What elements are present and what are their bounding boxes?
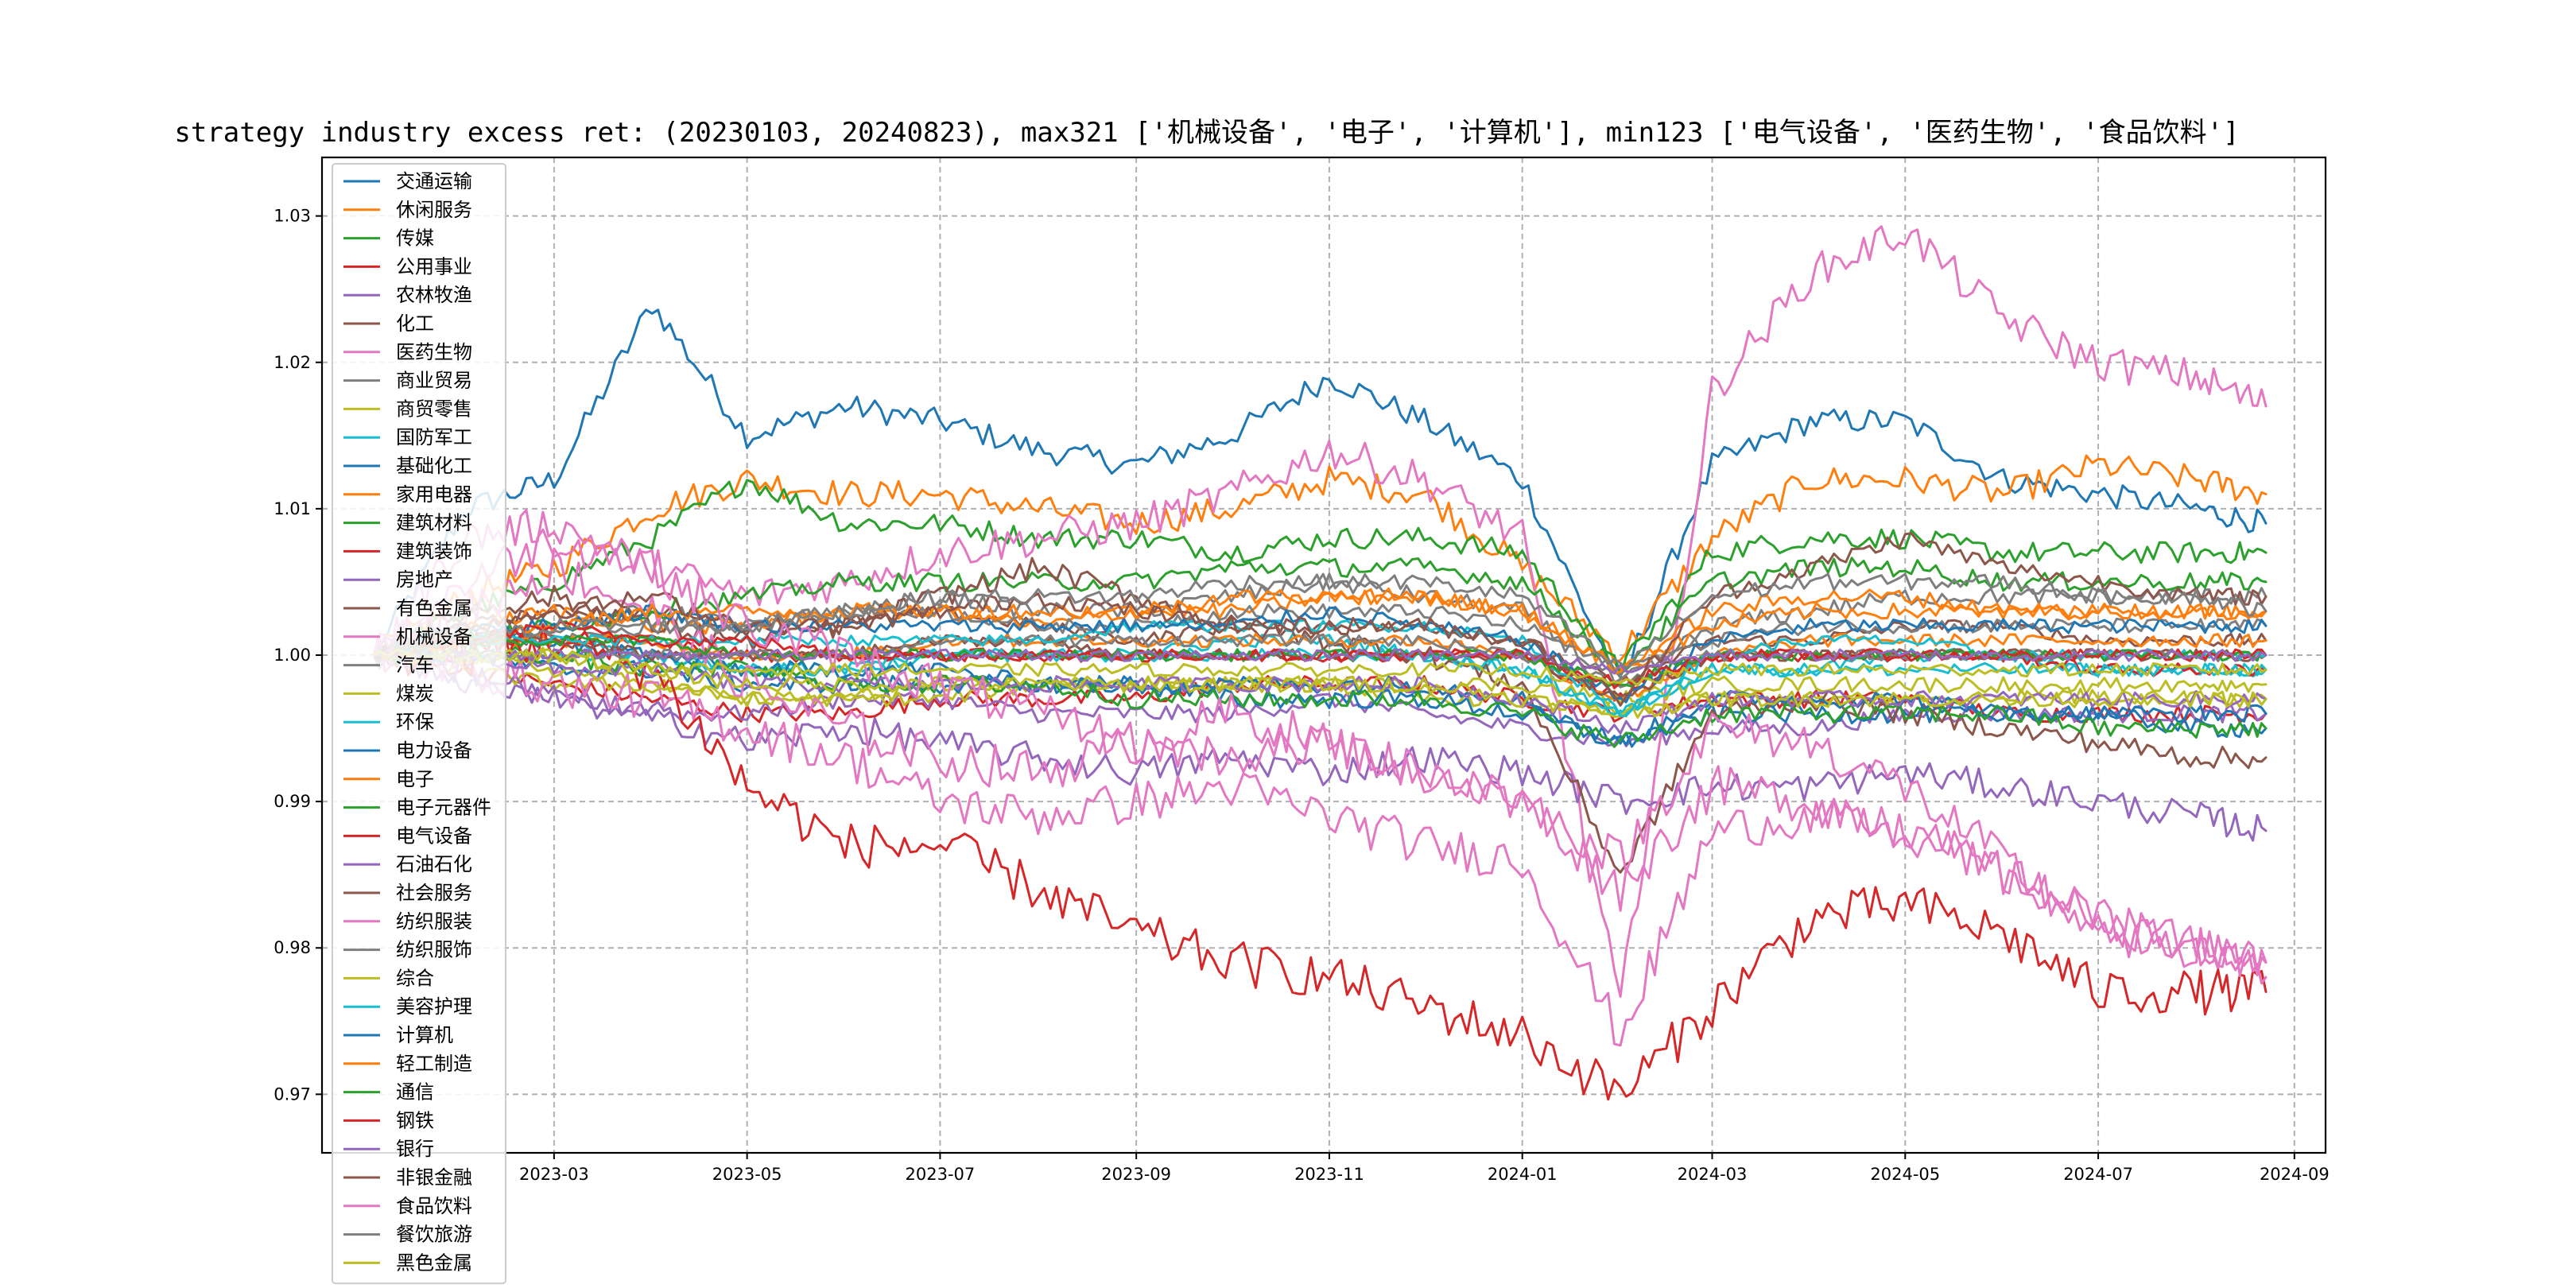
series-line-38 xyxy=(372,572,2268,669)
series-line-15 xyxy=(372,649,2268,842)
legend-label: 餐饮旅游 xyxy=(396,1224,472,1246)
x-tick-label: 2024-01 xyxy=(1488,1165,1558,1184)
series-line-20 xyxy=(372,647,2268,718)
series-line-36 xyxy=(372,532,2268,707)
x-tick-label: 2024-03 xyxy=(1678,1165,1748,1184)
legend: 交通运输休闲服务传媒公用事业农林牧渔化工医药生物商业贸易商贸零售国防军工基础化工… xyxy=(332,163,506,1285)
legend-label: 环保 xyxy=(396,711,434,733)
x-tick-label: 2023-07 xyxy=(906,1165,976,1184)
legend-label: 社会服务 xyxy=(396,882,472,904)
y-tick-label: 0.98 xyxy=(274,938,311,957)
legend-label: 商业贸易 xyxy=(396,370,472,392)
series-line-33 xyxy=(372,634,2268,688)
legend-label: 通信 xyxy=(396,1081,434,1104)
legend-label: 交通运输 xyxy=(396,170,472,192)
x-tick-label: 2023-09 xyxy=(1101,1165,1171,1184)
legend-label: 电气设备 xyxy=(396,824,472,847)
legend-label: 传媒 xyxy=(396,227,434,250)
legend-label: 医药生物 xyxy=(396,341,472,363)
legend-label: 房地产 xyxy=(396,568,453,591)
y-tick-label: 1.00 xyxy=(274,646,311,665)
series-line-31 xyxy=(372,604,2268,704)
x-tick-label: 2023-05 xyxy=(712,1165,782,1184)
series-line-3 xyxy=(372,479,2268,679)
legend-label: 煤炭 xyxy=(396,682,434,704)
y-axis: 0.97 0.98 0.99 1.00 1.01 1.02 1.03 xyxy=(274,207,322,1104)
legend-label: 建筑材料 xyxy=(396,512,472,534)
series-line-7 xyxy=(372,225,2268,998)
legend-label: 美容护理 xyxy=(396,995,472,1018)
legend-label: 有色金属 xyxy=(396,597,472,619)
series-line-19 xyxy=(372,646,2268,708)
legend-label: 家用电器 xyxy=(396,483,472,506)
legend-label: 银行 xyxy=(396,1138,434,1160)
series-line-1 xyxy=(372,308,2268,675)
x-tick-label: 2024-09 xyxy=(2260,1165,2330,1184)
legend-label: 电力设备 xyxy=(396,739,472,762)
legend-label: 农林牧渔 xyxy=(396,284,472,306)
legend-label: 公用事业 xyxy=(396,255,472,277)
y-tick-label: 0.99 xyxy=(274,792,311,811)
legend-label: 商贸零售 xyxy=(396,398,472,420)
legend-label: 化工 xyxy=(396,312,434,335)
x-tick-label: 2023-03 xyxy=(519,1165,589,1184)
series-line-39 xyxy=(372,648,2268,687)
legend-box xyxy=(332,163,506,1285)
x-tick-label: 2023-11 xyxy=(1294,1165,1364,1184)
series-line-37 xyxy=(372,528,2268,977)
series-line-24 xyxy=(372,623,2268,1101)
series-line-35 xyxy=(372,648,2268,675)
x-tick-label: 2024-05 xyxy=(1870,1165,1940,1184)
x-tick-label: 2024-07 xyxy=(2063,1165,2133,1184)
legend-label: 汽车 xyxy=(396,654,434,677)
y-tick-label: 1.01 xyxy=(274,499,311,518)
y-tick-label: 1.03 xyxy=(274,207,311,226)
legend-label: 食品饮料 xyxy=(396,1195,472,1217)
series-line-25 xyxy=(372,646,2268,735)
series-line-5 xyxy=(372,654,2268,747)
legend-label: 计算机 xyxy=(396,1024,453,1046)
legend-label: 钢铁 xyxy=(396,1109,434,1131)
series-line-2 xyxy=(372,454,2268,665)
y-tick-label: 0.97 xyxy=(274,1084,311,1104)
legend-label: 纺织服饰 xyxy=(396,939,472,961)
series-line-27 xyxy=(372,547,2268,985)
y-tick-label: 1.02 xyxy=(274,353,311,372)
x-axis: 2023-03 2023-05 2023-07 2023-09 2023-11 2024-… xyxy=(519,1153,2330,1184)
legend-label: 休闲服务 xyxy=(396,199,472,221)
legend-label: 电子元器件 xyxy=(396,797,491,819)
legend-label: 国防军工 xyxy=(396,426,472,448)
legend-label: 黑色金属 xyxy=(396,1251,472,1274)
legend-label: 石油石化 xyxy=(396,853,472,875)
legend-label: 轻工制造 xyxy=(396,1053,472,1075)
legend-label: 电子 xyxy=(396,768,434,790)
series-lines xyxy=(372,225,2268,1101)
legend-label: 建筑装饰 xyxy=(396,540,472,562)
legend-label: 机械设备 xyxy=(396,626,472,648)
chart-title: strategy industry excess ret: (20230103,… xyxy=(174,117,2239,149)
legend-label: 纺织服装 xyxy=(396,910,472,933)
legend-label: 非银金融 xyxy=(396,1166,472,1189)
legend-label: 基础化工 xyxy=(396,455,472,477)
legend-label: 综合 xyxy=(396,967,434,989)
